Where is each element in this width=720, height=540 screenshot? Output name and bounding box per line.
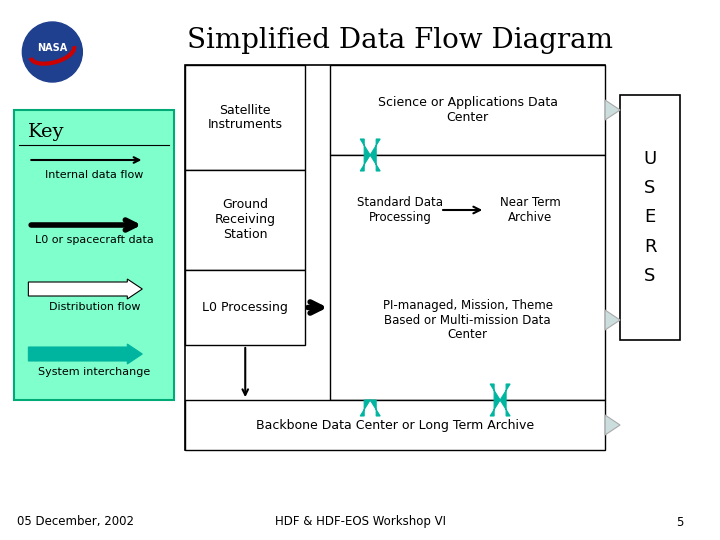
- Polygon shape: [360, 139, 380, 171]
- Text: L0 Processing: L0 Processing: [202, 301, 288, 314]
- Polygon shape: [605, 100, 620, 120]
- Text: System interchange: System interchange: [38, 367, 150, 377]
- Text: 5: 5: [676, 516, 684, 529]
- Polygon shape: [360, 400, 380, 416]
- Bar: [14, 110, 174, 400]
- Polygon shape: [605, 415, 620, 435]
- Bar: [185, 170, 305, 270]
- Text: L0 or spacecraft data: L0 or spacecraft data: [35, 235, 153, 245]
- Text: PI-managed, Mission, Theme
Based or Multi-mission Data
Center: PI-managed, Mission, Theme Based or Mult…: [382, 299, 553, 341]
- Bar: [185, 65, 605, 450]
- Text: Science or Applications Data
Center: Science or Applications Data Center: [377, 96, 557, 124]
- Polygon shape: [490, 384, 510, 416]
- Text: Internal data flow: Internal data flow: [45, 170, 143, 180]
- Text: Ground
Receiving
Station: Ground Receiving Station: [215, 199, 276, 241]
- Polygon shape: [28, 344, 143, 364]
- Polygon shape: [28, 279, 143, 299]
- Text: U
S
E
R
S: U S E R S: [644, 150, 657, 285]
- Bar: [185, 65, 305, 170]
- Text: Key: Key: [28, 123, 65, 141]
- Text: Backbone Data Center or Long Term Archive: Backbone Data Center or Long Term Archiv…: [256, 418, 534, 431]
- Text: HDF & HDF-EOS Workshop VI: HDF & HDF-EOS Workshop VI: [275, 516, 446, 529]
- Text: Satellite
Instruments: Satellite Instruments: [208, 104, 283, 132]
- Text: Simplified Data Flow Diagram: Simplified Data Flow Diagram: [187, 26, 613, 53]
- Text: Standard Data
Processing: Standard Data Processing: [357, 196, 444, 224]
- Circle shape: [22, 22, 82, 82]
- Text: Near Term
Archive: Near Term Archive: [500, 196, 560, 224]
- Text: NASA: NASA: [37, 43, 68, 53]
- Bar: [330, 65, 605, 155]
- Text: 05 December, 2002: 05 December, 2002: [17, 516, 134, 529]
- Bar: [185, 270, 305, 345]
- Text: Distribution flow: Distribution flow: [48, 302, 140, 312]
- Bar: [185, 400, 605, 450]
- Bar: [330, 155, 605, 400]
- Polygon shape: [605, 310, 620, 330]
- Bar: [620, 95, 680, 340]
